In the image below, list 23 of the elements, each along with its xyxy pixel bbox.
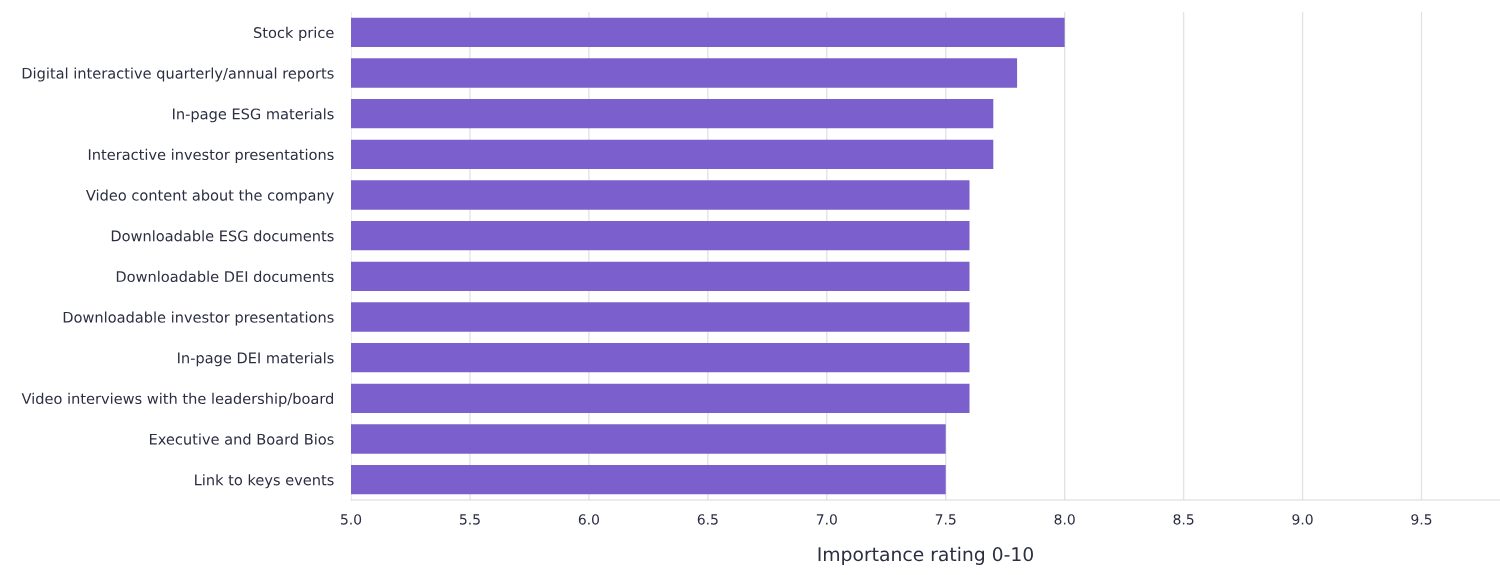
y-tick-label: Downloadable ESG documents xyxy=(111,230,334,242)
x-tick-label: 9.0 xyxy=(1292,514,1313,525)
x-axis-title: Importance rating 0-10 xyxy=(818,546,1033,565)
x-tick-label: 6.5 xyxy=(697,514,718,525)
y-tick-label: Downloadable DEI documents xyxy=(116,270,334,283)
y-tick-label: In-page DEI materials xyxy=(178,352,334,367)
x-tick-label: 8.5 xyxy=(1173,514,1194,525)
x-tick-label: 7.5 xyxy=(935,514,956,525)
y-tick-label: In-page ESG materials xyxy=(173,108,334,123)
y-tick-label: Video interviews with the leadership/board xyxy=(21,392,334,407)
y-tick-label: Executive and Board Bios xyxy=(149,433,334,445)
x-tick-label: 6.0 xyxy=(578,514,600,525)
y-tick-label: Interactive investor presentations xyxy=(88,148,334,163)
x-tick-label: 5.0 xyxy=(341,514,362,525)
y-tick-label: Video content about the company xyxy=(86,189,334,204)
y-tick-label: Digital interactive quarterly/annual reports xyxy=(22,67,334,82)
y-tick-label: Stock price xyxy=(254,26,334,41)
x-tick-label: 7.0 xyxy=(816,514,837,525)
x-tick-label: 9.5 xyxy=(1411,514,1432,525)
x-tick-label: 8.0 xyxy=(1054,514,1075,525)
x-tick-label: 5.5 xyxy=(459,514,480,525)
y-tick-label: Downloadable investor presentations xyxy=(63,311,334,326)
y-tick-label: Link to keys events xyxy=(195,474,334,489)
